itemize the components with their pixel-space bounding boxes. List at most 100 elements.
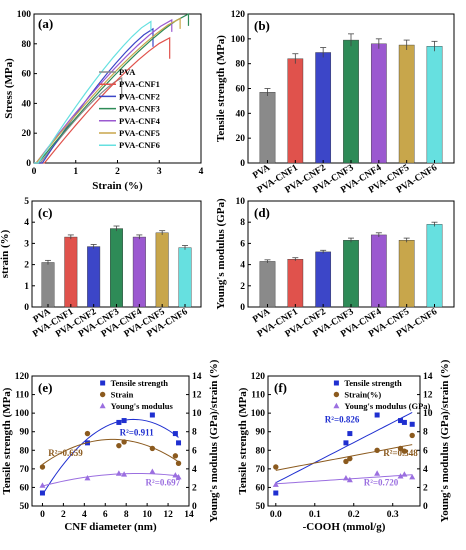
a-xtick-label: 4 [199, 167, 204, 177]
e-ytick2-label: 12 [192, 391, 202, 401]
e-point-2-6 [175, 474, 182, 480]
e-ytick-label: 120 [15, 372, 30, 382]
e-ytick2-label: 10 [192, 409, 202, 419]
e-point-1-3 [121, 439, 127, 445]
e-legend-label-0: Tensile strength [111, 378, 169, 388]
e-y2-axis-label: Young's modulus (GPa)/strain (%) [208, 359, 220, 522]
d-bar-3 [343, 240, 359, 308]
f-ytick-label: 120 [251, 372, 266, 382]
e-plot-frame [31, 375, 190, 507]
d-bar-6 [426, 224, 443, 308]
e-point-1-5 [172, 453, 179, 459]
e-ytick-label: 100 [15, 409, 30, 419]
f-point-2-5 [401, 471, 408, 477]
e-r2-label-2: R²=0.697 [146, 478, 181, 488]
b-bar-0 [259, 92, 276, 164]
f-ytick-label: 110 [251, 391, 265, 401]
d-ytick-label: 6 [240, 239, 245, 249]
f-point-1-6 [409, 432, 415, 439]
e-point-2-3 [121, 471, 128, 477]
f-point-1-3 [374, 447, 380, 453]
b-bar-6 [426, 46, 443, 164]
f-point-2-3 [374, 470, 381, 476]
b-ytick-label: 60 [236, 85, 246, 95]
d-ytick-label: 2 [240, 282, 245, 292]
a-series-line-2 [34, 27, 154, 164]
d-ytick-label: 10 [236, 197, 246, 207]
c-panel-label: (c) [38, 205, 52, 220]
e-legend-label-1: Strain [111, 390, 134, 400]
d-bar-1 [287, 259, 304, 308]
f-ytick2-label: 6 [423, 446, 428, 456]
f-point-1-2 [347, 455, 353, 462]
a-series-line-3 [34, 13, 190, 164]
b-y-axis-label: Tensile strength (MPa) [215, 35, 227, 142]
e-r2-label-0: R²=0.911 [120, 427, 155, 437]
f-point-0-6 [409, 421, 415, 427]
f-ytick-label: 60 [256, 483, 266, 493]
b-bar-1 [287, 58, 304, 164]
f-ytick-label: 90 [256, 428, 266, 438]
c-bar-6 [178, 247, 192, 308]
e-xtick-label: 6 [103, 510, 108, 520]
c-bar-2 [87, 246, 101, 308]
e-ytick2-label: 0 [192, 502, 197, 512]
f-point-2-1 [342, 474, 349, 481]
f-xtick-label: 0.1 [309, 510, 321, 520]
f-point-0-5 [401, 419, 407, 425]
a-xtick-label: 3 [157, 167, 162, 177]
e-fit-line-0 [42, 418, 179, 496]
e-xtick-label: 4 [82, 510, 87, 520]
e-point-0-2 [116, 419, 122, 425]
e-point-0-0 [39, 490, 45, 496]
f-point-0-2 [347, 431, 353, 437]
e-xtick-label: 2 [61, 510, 66, 520]
f-r2-label-0: R²=0.826 [325, 414, 360, 424]
e-xtick-label: 10 [142, 510, 152, 520]
a-ytick-label: 60 [22, 70, 32, 80]
f-plot-frame [267, 375, 421, 507]
f-legend-marker-0 [333, 380, 339, 386]
e-x-axis-label: CNF diameter (nm) [64, 521, 157, 533]
e-ytick2-label: 8 [192, 428, 197, 438]
e-point-1-4 [149, 445, 156, 452]
f-point-1-1 [343, 458, 349, 465]
e-r2-label-1: R²=0.659 [48, 448, 83, 458]
d-ytick-label: 4 [240, 261, 245, 271]
f-point-0-4 [398, 418, 404, 424]
a-series-line-5 [34, 17, 181, 164]
b-bar-5 [398, 44, 415, 164]
c-ytick-label: 1 [24, 282, 29, 292]
f-point-0-3 [374, 412, 380, 418]
a-ytick-label: 40 [22, 99, 32, 109]
f-xtick-label: 0.0 [270, 510, 282, 520]
f-point-1-0 [273, 464, 279, 470]
f-ytick-label: 80 [256, 446, 266, 456]
e-xtick-label: 8 [124, 510, 129, 520]
f-y2-axis-label: Young's modulus (GPa)/strain (%) [439, 359, 451, 522]
e-point-0-6 [176, 440, 182, 446]
f-panel-label: (f) [274, 380, 287, 395]
f-point-0-1 [343, 440, 349, 446]
f-ytick2-label: 2 [423, 483, 428, 493]
f-y-axis-label: Tensile strength (MPa) [237, 387, 249, 494]
a-ytick-label: 80 [22, 40, 32, 50]
e-point-1-2 [116, 442, 122, 449]
e-point-0-5 [172, 431, 178, 437]
e-ytick2-label: 4 [192, 465, 197, 475]
d-bar-0 [259, 261, 276, 308]
e-ytick-label: 60 [20, 483, 30, 493]
e-point-1-0 [39, 464, 46, 470]
a-series-line-6 [34, 20, 152, 164]
f-ytick2-label: 4 [423, 465, 428, 475]
a-ytick-label: 20 [22, 129, 32, 139]
d-ytick-label: 0 [240, 303, 245, 313]
e-ytick-label: 50 [20, 502, 30, 512]
f-point-2-0 [272, 481, 279, 487]
f-point-2-4 [397, 473, 404, 479]
a-plot-frame [33, 13, 202, 164]
b-ytick-label: 100 [231, 35, 246, 45]
f-ytick-label: 50 [256, 502, 266, 512]
c-bar-5 [155, 232, 169, 308]
